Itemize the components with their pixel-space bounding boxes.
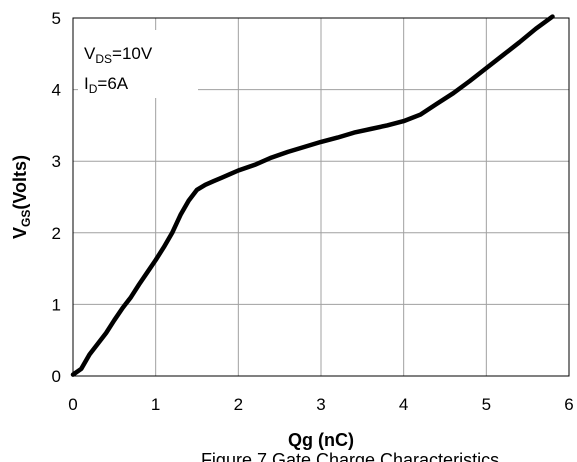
figure-caption: Figure 7 Gate Charge Characteristics (201, 450, 499, 462)
vgs-curve (70, 14, 555, 377)
y-tick-label: 1 (52, 295, 61, 314)
x-tick-label: 1 (151, 395, 160, 414)
annotation-box (78, 30, 198, 98)
x-tick-label: 0 (68, 395, 77, 414)
grid-lines (73, 18, 569, 376)
x-tick-label: 3 (316, 395, 325, 414)
vds-annotation: VDS=10V (84, 44, 153, 66)
y-tick-label: 0 (52, 367, 61, 386)
x-tick-label: 4 (399, 395, 408, 414)
id-annotation: ID=6A (84, 74, 129, 96)
y-axis-title: VGS(Volts) (10, 155, 33, 239)
x-tick-label: 2 (234, 395, 243, 414)
x-tick-label: 6 (564, 395, 573, 414)
y-tick-label: 5 (52, 9, 61, 28)
x-axis-title: Qg (nC) (288, 430, 354, 450)
x-tick-labels: 0 1 2 3 4 5 6 (68, 395, 573, 414)
y-tick-label: 3 (52, 152, 61, 171)
y-tick-label: 2 (52, 224, 61, 243)
y-tick-label: 4 (52, 81, 61, 100)
x-tick-label: 5 (482, 395, 491, 414)
plot-frame (72, 17, 570, 377)
y-tick-labels: 0 1 2 3 4 5 (52, 9, 61, 386)
